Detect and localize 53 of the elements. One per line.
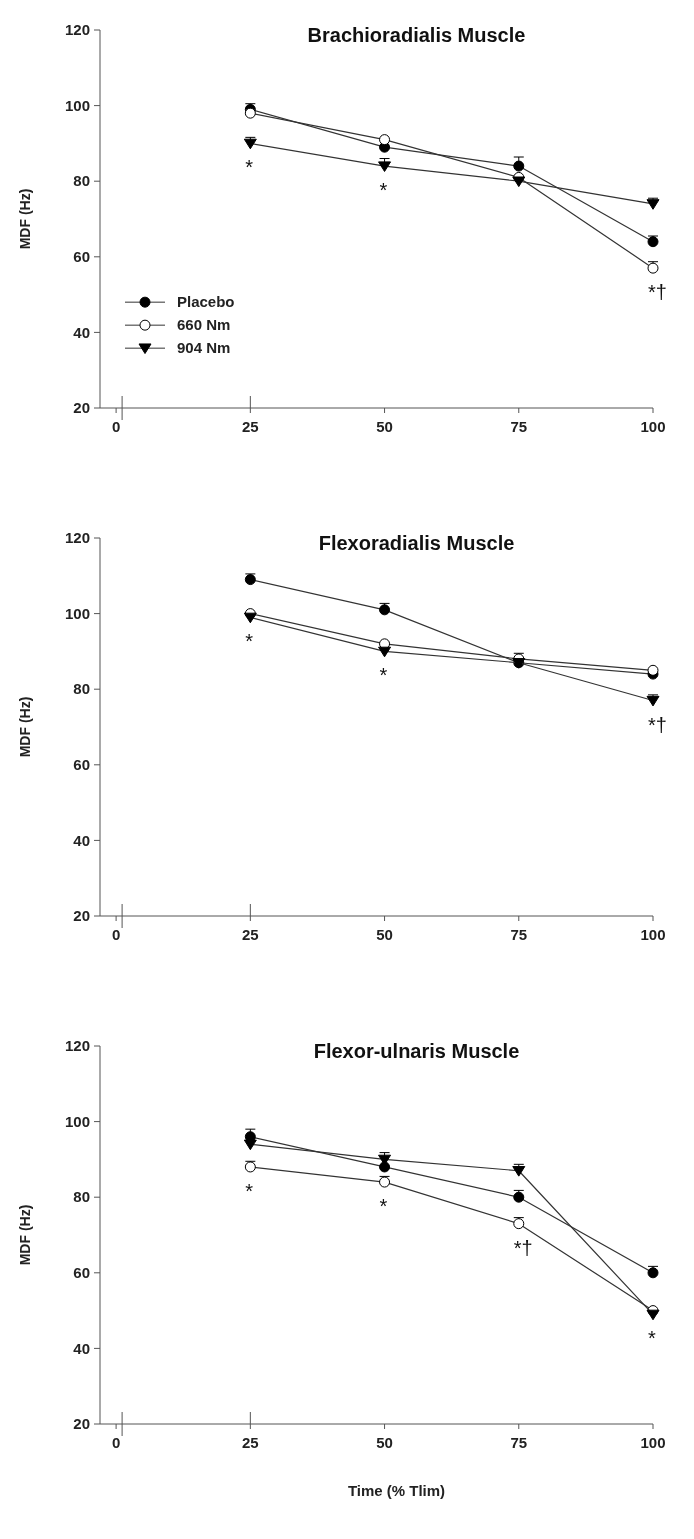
y-tick-label: 120 bbox=[64, 21, 90, 39]
y-tick-label: 40 bbox=[73, 1339, 90, 1357]
x-tick-label: 75 bbox=[510, 418, 528, 435]
y-tick-label: 40 bbox=[73, 323, 90, 341]
x-tick-label: 50 bbox=[376, 1434, 393, 1451]
annotation: *† bbox=[648, 713, 667, 736]
chart-title: Flexoradialis Muscle bbox=[318, 532, 515, 554]
y-axis-title: MDF (Hz) bbox=[17, 1204, 33, 1266]
annotation: * bbox=[245, 156, 254, 179]
y-tick-label: 20 bbox=[73, 1415, 90, 1433]
x-tick-label: 75 bbox=[510, 926, 528, 943]
legend-label: 660 Nm bbox=[177, 316, 231, 334]
legend-label: 904 Nm bbox=[177, 339, 231, 357]
annotation: * bbox=[379, 179, 388, 202]
x-tick-label: 75 bbox=[510, 1434, 528, 1451]
y-tick-label: 100 bbox=[64, 96, 90, 114]
y-tick-label: 40 bbox=[73, 831, 90, 849]
y-tick-label: 100 bbox=[64, 1112, 90, 1130]
x-tick-label: 0 bbox=[111, 418, 121, 435]
y-tick-label: 20 bbox=[73, 399, 90, 417]
x-tick-label: 0 bbox=[111, 926, 121, 943]
x-tick-label: 100 bbox=[640, 418, 666, 435]
x-tick-label: 50 bbox=[376, 418, 393, 435]
x-tick-label: 100 bbox=[640, 926, 666, 943]
y-tick-label: 60 bbox=[73, 756, 90, 774]
x-tick-label: 50 bbox=[376, 926, 393, 943]
annotation: *† bbox=[513, 1236, 533, 1259]
legend-label: Placebo bbox=[177, 293, 235, 311]
y-tick-label: 100 bbox=[64, 604, 90, 622]
y-axis-title: MDF (Hz) bbox=[17, 696, 33, 758]
annotation: *† bbox=[648, 281, 667, 304]
x-tick-label: 0 bbox=[111, 1434, 121, 1451]
x-tick-label: 100 bbox=[640, 1434, 666, 1451]
annotation: * bbox=[379, 1195, 388, 1218]
y-tick-label: 80 bbox=[73, 680, 90, 698]
y-tick-label: 80 bbox=[73, 1188, 90, 1206]
x-axis-title: Time (% Tlim) bbox=[347, 1482, 446, 1499]
annotation: * bbox=[245, 630, 254, 653]
y-axis-title: MDF (Hz) bbox=[17, 188, 33, 250]
y-tick-label: 60 bbox=[73, 248, 90, 266]
annotation: * bbox=[379, 664, 388, 687]
annotation: * bbox=[245, 1179, 254, 1202]
x-tick-label: 25 bbox=[241, 926, 259, 943]
x-tick-label: 25 bbox=[241, 1434, 259, 1451]
y-tick-label: 20 bbox=[73, 907, 90, 925]
x-tick-label: 25 bbox=[241, 418, 259, 435]
chart-title: Brachioradialis Muscle bbox=[307, 24, 526, 46]
y-tick-label: 120 bbox=[64, 529, 90, 547]
annotation: * bbox=[648, 1327, 656, 1350]
y-tick-label: 120 bbox=[64, 1037, 90, 1055]
y-tick-label: 80 bbox=[73, 172, 90, 190]
chart-title: Flexor-ulnaris Muscle bbox=[313, 1040, 520, 1062]
y-tick-label: 60 bbox=[73, 1264, 90, 1282]
